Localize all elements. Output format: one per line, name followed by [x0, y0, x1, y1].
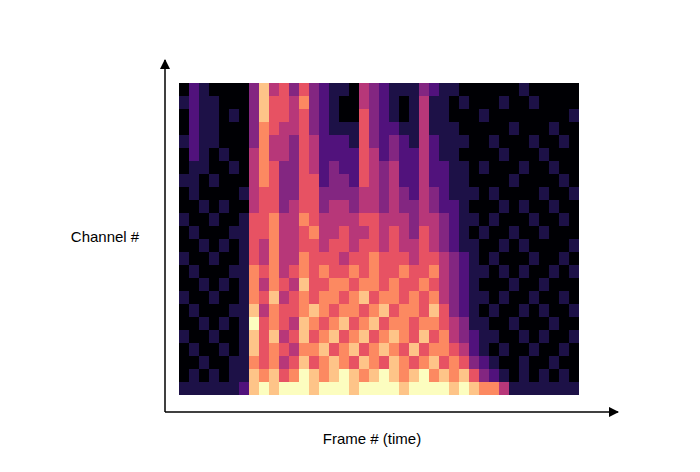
- svg-text:Channel #: Channel #: [71, 228, 140, 245]
- svg-text:Frame # (time): Frame # (time): [323, 430, 421, 447]
